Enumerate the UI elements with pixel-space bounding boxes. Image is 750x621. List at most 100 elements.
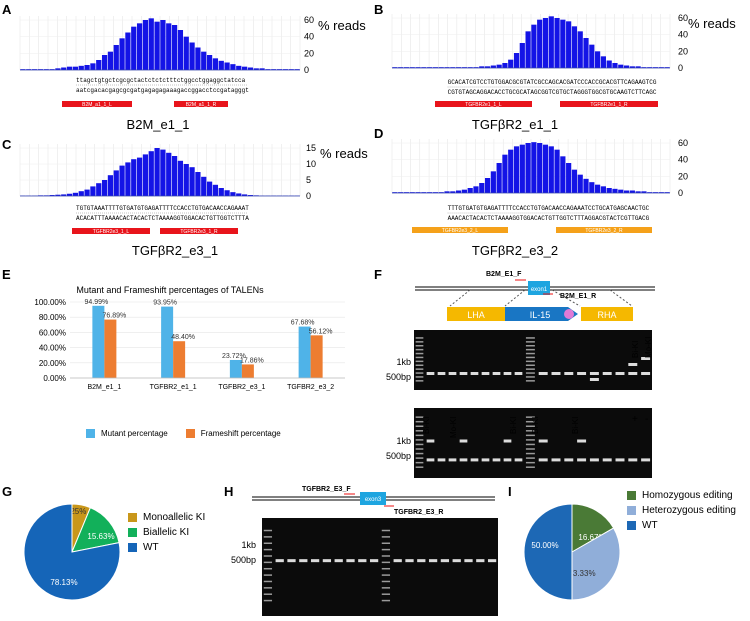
coverage-bar — [96, 183, 102, 196]
coverage-bar — [183, 36, 189, 70]
coverage-bar — [647, 192, 653, 193]
gel-ladder-band — [415, 352, 424, 355]
coverage-bar — [26, 69, 32, 70]
coverage-bar — [629, 66, 635, 68]
talen-arm-right — [160, 228, 238, 234]
coverage-bar — [177, 30, 184, 70]
primer-r-label: B2M_E1_R — [560, 293, 596, 300]
coverage-bar — [566, 163, 572, 193]
bar-frameshift — [241, 364, 254, 378]
gel-ladder-band — [263, 536, 273, 538]
gel-ladder-band — [525, 452, 535, 455]
bar-chart-x-tick: TGFBR2_e3_2 — [287, 384, 334, 391]
bar-data-label: 56.12% — [309, 328, 333, 335]
coverage-bar — [456, 190, 462, 193]
gel-ladder-band — [525, 466, 535, 468]
coverage-bar — [554, 149, 560, 193]
coverage-bar — [664, 192, 670, 193]
gel-band — [564, 372, 574, 375]
coverage-bar — [502, 63, 508, 68]
bar-data-label: 93.95% — [153, 300, 177, 307]
coverage-bar — [119, 38, 125, 70]
gel-ladder-band — [415, 364, 424, 366]
gel-ladder-band — [381, 593, 391, 595]
coverage-bar — [658, 192, 664, 193]
coverage-bar — [438, 192, 444, 193]
coverage-bar — [177, 160, 184, 196]
coverage-bar — [398, 192, 404, 193]
gel-band — [577, 458, 587, 462]
gel-ladder-band — [525, 352, 535, 355]
gel-ladder-band — [525, 425, 535, 427]
coverage-bar — [513, 53, 520, 68]
track-y-tick-label: 40 — [304, 32, 314, 42]
exon1-label: exon1 — [531, 287, 548, 293]
gel-band — [564, 458, 574, 462]
lane-label-positive: + — [632, 414, 638, 425]
talen-arm-left — [62, 101, 132, 107]
bar-mutant — [298, 326, 311, 378]
bar-mutant — [229, 359, 242, 378]
coverage-bar — [566, 21, 572, 68]
pie-slice-label: 16.67% — [578, 533, 605, 542]
legend-mutant: Mutant percentage — [101, 429, 168, 438]
coverage-bar — [403, 67, 410, 68]
rha-label: RHA — [597, 310, 616, 320]
coverage-bar — [398, 67, 404, 68]
coverage-bar — [224, 190, 230, 196]
talen-arm-left — [412, 227, 508, 233]
coverage-bar — [571, 26, 578, 68]
coverage-bar — [444, 191, 450, 193]
coverage-bar — [265, 69, 271, 70]
gel-band — [628, 458, 638, 462]
track-y-tick-label: 15 — [306, 143, 316, 153]
coverage-bar — [658, 67, 664, 68]
size-marker-500bp: 500bp — [386, 451, 411, 461]
coverage-bar — [652, 67, 659, 68]
bar-data-label: 76.89% — [103, 313, 127, 320]
track-unit-label: % reads — [688, 16, 736, 31]
coverage-bar — [484, 178, 491, 193]
talen-arm-right — [174, 101, 228, 107]
track-y-tick-label: 60 — [678, 138, 688, 148]
gel-ladder-band — [381, 529, 391, 532]
gel-ladder-band — [525, 372, 535, 374]
coverage-bar — [160, 149, 166, 196]
bar-chart-x-tick: B2M_e1_1 — [87, 384, 121, 391]
legend-swatch-monoallelic — [128, 513, 137, 522]
gel-band — [346, 559, 355, 563]
coverage-bar — [600, 56, 606, 68]
exon3-label: exon3 — [365, 497, 382, 503]
pie-slice — [23, 503, 121, 601]
gel-band — [448, 458, 457, 462]
track-y-tick-label: 0 — [678, 63, 683, 73]
gel-ladder-band — [525, 345, 535, 347]
coverage-bar — [392, 192, 398, 193]
gel-ladder-band — [263, 599, 273, 602]
talen-arm-left-label: TGFBR2e3_2_L — [442, 228, 479, 234]
gel-band — [487, 559, 497, 563]
coverage-bar — [230, 192, 236, 196]
gel-ladder-band — [263, 555, 273, 557]
pie-slice — [571, 527, 621, 601]
gel-band — [538, 458, 548, 462]
gel-ladder-band — [525, 368, 535, 370]
rha-box — [581, 307, 633, 321]
sequence-top: TTTGTGATGTGAGATTTTCCACCTGTGACAACCAGAAATC… — [448, 205, 650, 212]
legend-biallelic: Biallelic KI — [143, 527, 190, 538]
coverage-bar — [166, 152, 172, 196]
gel-ladder-band — [415, 461, 424, 464]
coverage-bar — [201, 51, 207, 70]
track-y-tick-label: 20 — [304, 48, 314, 58]
gel-ladder-band — [525, 364, 535, 366]
gel-band — [426, 372, 435, 375]
gel-band — [452, 559, 461, 563]
coverage-bar — [496, 163, 502, 193]
gel-ladder-band — [415, 380, 424, 382]
gel-ladder-band — [263, 567, 273, 570]
bar-chart-y-tick: 0.00% — [43, 374, 66, 383]
guide-line — [551, 289, 581, 307]
coverage-bar — [612, 63, 618, 68]
gel-band — [334, 559, 343, 563]
pie-slice — [71, 506, 120, 553]
